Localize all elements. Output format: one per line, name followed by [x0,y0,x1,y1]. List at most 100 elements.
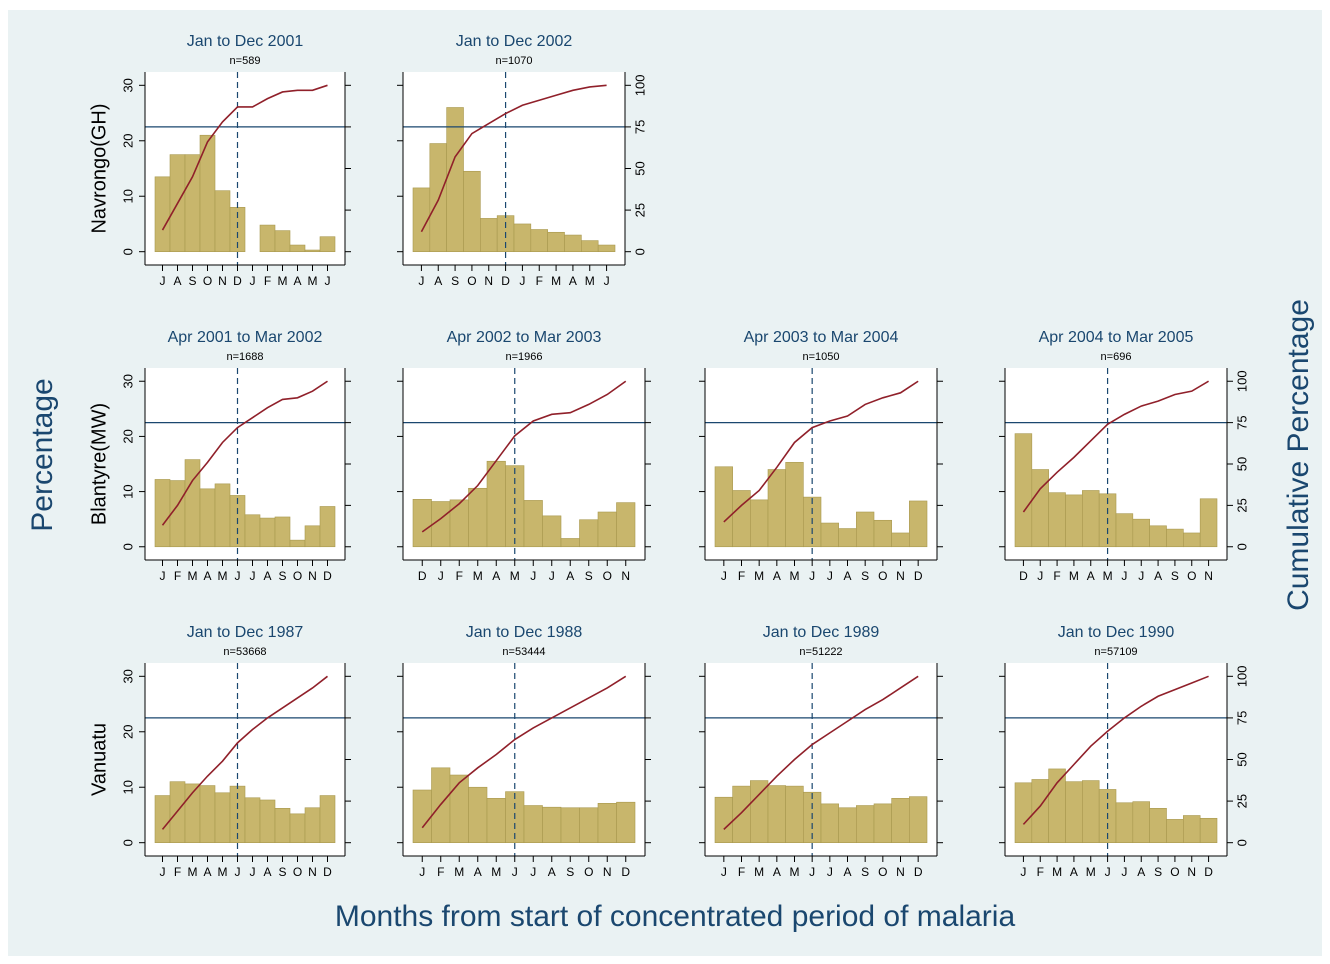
x-tick-label: A [492,569,500,583]
x-tick-label: J [1037,569,1043,583]
bar [597,244,616,252]
x-tick-label: O [293,865,302,879]
panel-title: Apr 2003 to Mar 2004 [744,329,899,346]
x-tick-label: N [308,569,317,583]
x-tick-label: N [218,274,227,288]
bar [873,519,892,548]
cumulative-line [421,380,627,533]
bar [214,792,231,843]
bar [732,490,751,548]
x-tick-label: M [790,865,800,879]
y-tick-label: 20 [120,429,135,443]
x-tick-label: D [914,569,923,583]
panel-subtitle: n=51222 [799,646,842,658]
bar [581,240,599,252]
x-tick-label: J [418,274,424,288]
x-tick-label: N [896,569,905,583]
cumulative-line [161,675,328,830]
x-tick-label: D [1204,865,1213,879]
x-tick-label: M [1069,569,1079,583]
x-title: Months from start of concentrated period… [335,900,1016,933]
y2-title: Cumulative Percentage [1282,299,1315,611]
y2-tick-label: 25 [1234,794,1249,808]
bar [184,459,201,548]
panel-title: Jan to Dec 2002 [456,33,573,50]
bar [1199,498,1218,548]
bar [259,224,276,252]
x-tick-label: N [621,569,630,583]
bar [1082,780,1100,843]
x-tick-label: J [1121,865,1127,879]
bar [319,795,336,843]
x-tick-label: D [233,274,242,288]
panel-subtitle: n=57109 [1094,646,1137,658]
x-tick-label: J [530,569,536,583]
x-tick-label: M [278,274,288,288]
bar [1048,492,1066,548]
x-tick-label: J [419,865,425,879]
x-tick-label: O [293,569,302,583]
bar [597,803,617,843]
x-tick-label: J [250,865,256,879]
panel-title: Jan to Dec 2001 [187,33,304,50]
y-tick-label: 30 [120,78,135,92]
x-tick-label: M [454,865,464,879]
x-tick-label: M [218,569,228,583]
x-tick-label: N [1204,569,1213,583]
bar [154,479,171,548]
x-tick-label: N [308,865,317,879]
cumulative-line [1022,675,1209,825]
bar [838,807,857,843]
bar [1031,779,1049,843]
x-tick-label: F [264,274,271,288]
x-tick-label: M [1103,569,1113,583]
x-tick-label: D [501,274,510,288]
x-tick-label: J [827,865,833,879]
x-tick-label: A [434,274,442,288]
x-tick-label: F [536,274,543,288]
y2-tick-label: 0 [632,248,647,255]
bar [259,799,276,843]
x-tick-label: A [843,569,851,583]
bar [412,499,432,548]
bar [1031,469,1049,548]
x-tick-label: J [250,569,256,583]
x-tick-label: O [878,865,887,879]
bar [714,796,733,843]
panel-subtitle: n=696 [1101,351,1132,363]
y2-tick-label: 0 [1234,543,1249,550]
bar [579,519,599,548]
x-tick-label: J [160,865,166,879]
y-tick-label: 20 [120,725,135,739]
y2-tick-label: 100 [632,74,647,96]
y2-tick-label: 0 [1234,839,1249,846]
y2-tick-label: 50 [1234,457,1249,471]
y-tick-label: 30 [120,374,135,388]
x-tick-label: J [325,274,331,288]
bar [184,154,201,252]
x-tick-label: F [437,865,444,879]
y-tick-label: 0 [120,543,135,550]
x-tick-label: A [548,865,556,879]
bar [616,801,636,843]
x-tick-label: A [203,865,211,879]
x-tick-label: A [293,274,301,288]
bar [468,786,488,843]
x-tick-label: J [1020,865,1026,879]
x-tick-label: A [263,569,271,583]
bar [785,785,804,843]
bar [468,487,488,548]
bar [560,538,580,548]
bar [289,813,306,843]
cumulative-line [1022,380,1209,513]
bar [820,522,839,548]
x-tick-label: M [510,569,520,583]
bar [523,805,543,843]
bar [891,532,910,548]
y-tick-label: 30 [120,669,135,683]
x-tick-label: O [1170,865,1179,879]
x-tick-label: F [174,865,181,879]
cumulative-line [421,675,627,829]
bar [750,780,769,843]
